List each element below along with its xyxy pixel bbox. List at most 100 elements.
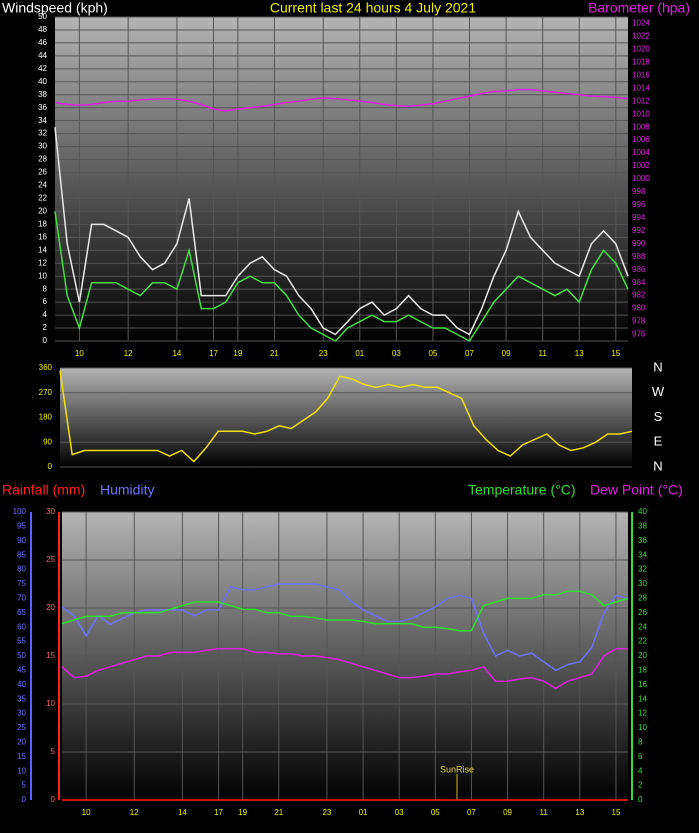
y-tick-label: 8 xyxy=(638,738,643,747)
x-tick-label: 11 xyxy=(539,349,548,358)
y-tick-label: 50 xyxy=(38,12,47,21)
y-tick-label: 10 xyxy=(46,699,55,708)
y-tick-label: 1002 xyxy=(632,161,650,170)
y-tick-label: 18 xyxy=(38,219,47,228)
y-tick-label: 42 xyxy=(38,64,47,73)
y-tick-label: 25 xyxy=(46,555,55,564)
y-tick-label: 30 xyxy=(46,507,55,516)
y-tick-label: 26 xyxy=(638,608,647,617)
y-tick-label: 24 xyxy=(638,622,647,631)
x-tick-label: 21 xyxy=(274,808,283,817)
x-tick-label: 17 xyxy=(209,349,218,358)
x-tick-label: 13 xyxy=(575,349,584,358)
legend-dewpoint: Dew Point (°C) xyxy=(590,482,683,498)
y-tick-label: 992 xyxy=(632,226,646,235)
y-tick-label: 1012 xyxy=(632,96,650,105)
y-tick-label: 10 xyxy=(17,766,26,775)
y-tick-label: 998 xyxy=(632,187,646,196)
legend-rainfall: Rainfall (mm) xyxy=(2,482,85,498)
y-tick-label: 5 xyxy=(51,747,56,756)
y-tick-label: 70 xyxy=(17,594,26,603)
y-tick-label: 980 xyxy=(632,304,646,313)
y-tick-label: 20 xyxy=(38,207,47,216)
y-tick-label: 28 xyxy=(638,594,647,603)
y-tick-label: 10 xyxy=(638,723,647,732)
y-tick-label: 0 xyxy=(638,795,643,804)
y-tick-label: 16 xyxy=(638,680,647,689)
legend-temperature: Temperature (°C) xyxy=(468,482,576,498)
y-tick-label: 20 xyxy=(46,603,55,612)
y-tick-label: 80 xyxy=(17,565,26,574)
y-tick-label: 35 xyxy=(17,694,26,703)
x-tick-label: 10 xyxy=(75,349,84,358)
y-tick-label: 1020 xyxy=(632,45,650,54)
y-tick-label: 40 xyxy=(638,507,647,516)
annotation: SunRise xyxy=(440,764,474,774)
y-tick-label: 44 xyxy=(38,51,47,60)
x-tick-label: 01 xyxy=(359,808,368,817)
x-tick-label: 12 xyxy=(130,808,139,817)
x-tick-label: 11 xyxy=(540,808,549,817)
series-line xyxy=(59,370,633,463)
x-tick-label: 15 xyxy=(611,349,620,358)
y-tick-label: 32 xyxy=(38,129,47,138)
y-tick-label: 12 xyxy=(638,709,647,718)
y-tick-label: 55 xyxy=(17,637,26,646)
y-tick-label: 180 xyxy=(39,413,53,422)
wind-label: Windspeed (kph) xyxy=(2,0,108,16)
y-tick-label: 75 xyxy=(17,579,26,588)
y-tick-label: 34 xyxy=(638,550,647,559)
y-tick-label: 270 xyxy=(39,388,53,397)
y-tick-label: 30 xyxy=(638,579,647,588)
series-line xyxy=(61,590,629,632)
y-tick-label: 1018 xyxy=(632,57,650,66)
y-tick-label: 0 xyxy=(22,795,27,804)
y-tick-label: 100 xyxy=(13,507,27,516)
x-tick-label: 14 xyxy=(178,808,187,817)
y-tick-label: 1010 xyxy=(632,109,650,118)
y-tick-label: 1022 xyxy=(632,32,650,41)
compass-label: S xyxy=(654,409,663,424)
y-tick-label: 30 xyxy=(38,142,47,151)
x-tick-label: 03 xyxy=(395,808,404,817)
x-tick-label: 13 xyxy=(575,808,584,817)
y-tick-label: 14 xyxy=(38,245,47,254)
y-tick-label: 85 xyxy=(17,550,26,559)
y-tick-label: 38 xyxy=(638,522,647,531)
y-tick-label: 978 xyxy=(632,317,646,326)
x-tick-label: 01 xyxy=(355,349,364,358)
compass-label: N xyxy=(653,359,662,374)
y-tick-label: 1016 xyxy=(632,70,650,79)
y-tick-label: 6 xyxy=(638,752,643,761)
x-tick-label: 14 xyxy=(172,349,181,358)
y-tick-label: 2 xyxy=(43,323,48,332)
y-tick-label: 2 xyxy=(638,781,643,790)
y-tick-label: 15 xyxy=(17,752,26,761)
series-line xyxy=(61,583,629,672)
baro-label: Barometer (hpa) xyxy=(588,0,690,16)
y-tick-label: 1006 xyxy=(632,135,650,144)
x-tick-label: 07 xyxy=(467,808,476,817)
y-tick-label: 18 xyxy=(638,666,647,675)
series-line xyxy=(61,648,628,690)
y-tick-label: 40 xyxy=(38,77,47,86)
y-tick-label: 65 xyxy=(17,608,26,617)
y-tick-label: 95 xyxy=(17,522,26,531)
series-line xyxy=(54,211,629,342)
series-line xyxy=(54,88,629,112)
y-tick-label: 982 xyxy=(632,291,646,300)
y-tick-label: 0 xyxy=(51,795,56,804)
x-tick-label: 05 xyxy=(428,349,437,358)
series-line xyxy=(54,127,629,336)
y-tick-label: 25 xyxy=(17,723,26,732)
y-tick-label: 990 xyxy=(632,239,646,248)
y-tick-label: 1024 xyxy=(632,19,650,28)
y-tick-label: 988 xyxy=(632,252,646,261)
y-tick-label: 38 xyxy=(38,90,47,99)
y-tick-label: 26 xyxy=(38,168,47,177)
compass-label: E xyxy=(654,434,663,449)
y-tick-label: 5 xyxy=(22,781,27,790)
y-tick-label: 4 xyxy=(638,766,643,775)
y-tick-label: 22 xyxy=(38,194,47,203)
y-tick-label: 24 xyxy=(38,181,47,190)
